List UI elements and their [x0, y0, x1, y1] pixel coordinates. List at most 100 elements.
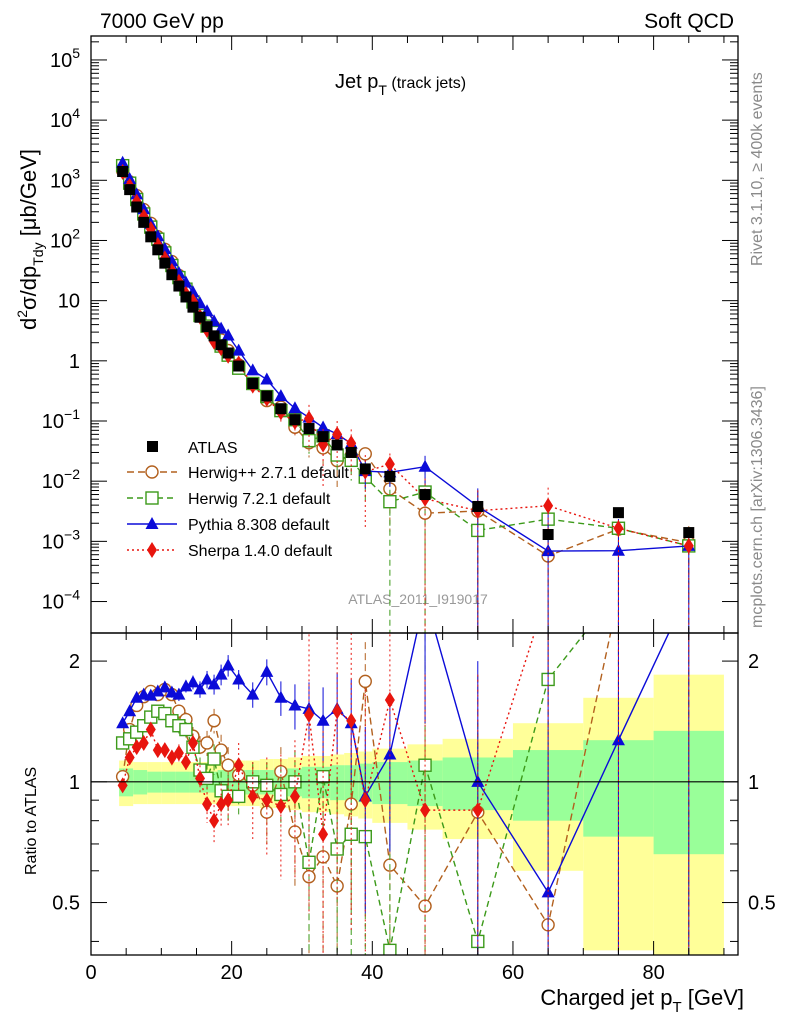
ratio-point-pythia	[246, 687, 260, 700]
legend-marker-atlas	[147, 441, 158, 452]
xlabel-sub: T	[672, 999, 681, 1016]
ratio-point-pythia	[221, 658, 235, 671]
ratio-point-pythia	[207, 677, 221, 690]
ratio-point-sherpa	[233, 757, 244, 774]
ratio-point-pythia	[116, 716, 130, 729]
atlas-point	[683, 527, 695, 539]
ratio-point-herwig7	[302, 855, 316, 869]
ratio-point-pythia	[200, 672, 214, 685]
ratio-point-herwig7	[231, 789, 246, 804]
ratio-point-pythia	[186, 675, 200, 688]
ratio-point-sherpa	[124, 749, 135, 766]
ratio-point-sherpa	[247, 788, 258, 805]
legend-marker-herwig7	[145, 491, 159, 505]
ratio-point-herwig7	[383, 943, 397, 955]
atlas-point	[419, 489, 431, 501]
atlas-point	[166, 269, 178, 281]
y-tick-label: 1	[69, 351, 80, 373]
y-tick-label: 10	[58, 291, 80, 313]
atlas-point	[159, 257, 171, 269]
legend-label-herwigpp: Herwig++ 2.7.1 default	[188, 465, 350, 482]
main-point-sherpa	[384, 456, 395, 473]
ratio-point-sherpa	[223, 792, 234, 809]
atlas-point	[187, 301, 199, 313]
x-tick-label: 0	[85, 962, 96, 984]
atlas-point	[152, 244, 164, 256]
atlas-point	[612, 507, 624, 519]
main-point-pythia	[611, 543, 625, 556]
ratio-point-sherpa	[420, 802, 431, 819]
y-tick-label: 10−4	[42, 587, 80, 614]
atlas-point	[247, 378, 259, 390]
x-tick-label: 80	[642, 962, 664, 984]
ratio-point-sherpa	[202, 796, 213, 813]
atlas-point	[233, 360, 245, 372]
y-tick-label: 10−3	[42, 526, 80, 553]
ratio-point-sherpa	[384, 691, 395, 708]
ratio-point-sherpa	[180, 754, 191, 771]
ratio-point-sherpa	[275, 798, 286, 815]
ratio-point-sherpa	[261, 792, 272, 809]
ylabel-subsub: dy	[30, 242, 46, 257]
main-point-pythia	[288, 401, 302, 414]
legend-label-atlas: ATLAS	[188, 440, 238, 457]
main-point-pythia	[260, 372, 274, 385]
legend-entry-sherpa: Sherpa 1.4.0 default	[127, 542, 333, 560]
legend-entry-herwig7: Herwig 7.2.1 default	[127, 491, 331, 508]
legend-label-sherpa: Sherpa 1.4.0 default	[188, 543, 333, 560]
title-extra: (track jets)	[387, 75, 466, 92]
ratio-tick-label-right: 0.5	[748, 893, 776, 915]
ratio-point-pythia	[383, 747, 397, 760]
atlas-point	[180, 291, 192, 303]
ylabel-unit: [μb/GeV]	[16, 149, 41, 242]
ratio-point-sherpa	[360, 792, 371, 809]
x-tick-label: 40	[361, 962, 383, 984]
main-point-sherpa	[332, 426, 343, 443]
atlas-point	[359, 463, 371, 475]
atlas-point	[194, 311, 206, 323]
atlas-point	[201, 321, 213, 333]
atlas-point	[117, 166, 129, 178]
y-tick-label: 103	[50, 165, 80, 192]
ratio-tick-label-left: 1	[69, 772, 80, 794]
main-line-sherpa	[122, 171, 689, 547]
ratio-point-sherpa	[187, 734, 198, 751]
atlas-point	[303, 423, 315, 435]
ratio-plot-frame	[90, 632, 739, 956]
ratio-point-herwigpp	[207, 714, 221, 728]
main-series	[115, 155, 696, 633]
legend-entry-atlas: ATLAS	[147, 440, 238, 457]
main-point-sherpa	[304, 410, 315, 427]
main-point-pythia	[246, 363, 260, 376]
ratio-point-herwig7	[207, 752, 221, 766]
ratio-point-pythia	[158, 680, 172, 693]
atlas-point	[131, 201, 143, 213]
ratio-point-pythia	[144, 688, 158, 701]
ratio-tick-label-right: 2	[748, 651, 759, 673]
atlas-point	[215, 339, 227, 351]
main-point-sherpa	[543, 497, 554, 514]
xlabel-main: Charged jet p	[540, 985, 672, 1010]
main-point-pythia	[116, 155, 130, 168]
ratio-point-sherpa	[346, 712, 357, 729]
ratio-point-herwig7	[260, 778, 274, 793]
ratio-point-herwigpp	[358, 674, 372, 689]
xlabel-unit: [GeV]	[682, 985, 744, 1010]
ratio-point-herwig7	[179, 722, 193, 737]
header-right: Soft QCD	[644, 10, 734, 33]
main-point-herwig7	[383, 495, 397, 509]
y-tick-label: 105	[50, 45, 80, 72]
legend-marker-sherpa	[147, 542, 157, 558]
ratio-point-herwigpp	[221, 758, 235, 772]
main-line-herwig7	[121, 165, 689, 547]
main-point-sherpa	[613, 520, 624, 537]
y-tick-label: 10−2	[42, 466, 80, 493]
atlas-point	[124, 184, 136, 196]
ratio-point-pythia	[316, 713, 330, 726]
atlas-point	[173, 280, 185, 292]
legend-marker-herwigpp	[145, 465, 159, 479]
main-point-pythia	[221, 328, 235, 341]
atlas-point	[384, 470, 396, 482]
ratio-point-pythia	[165, 685, 179, 698]
x-tick-label: 20	[221, 962, 243, 984]
